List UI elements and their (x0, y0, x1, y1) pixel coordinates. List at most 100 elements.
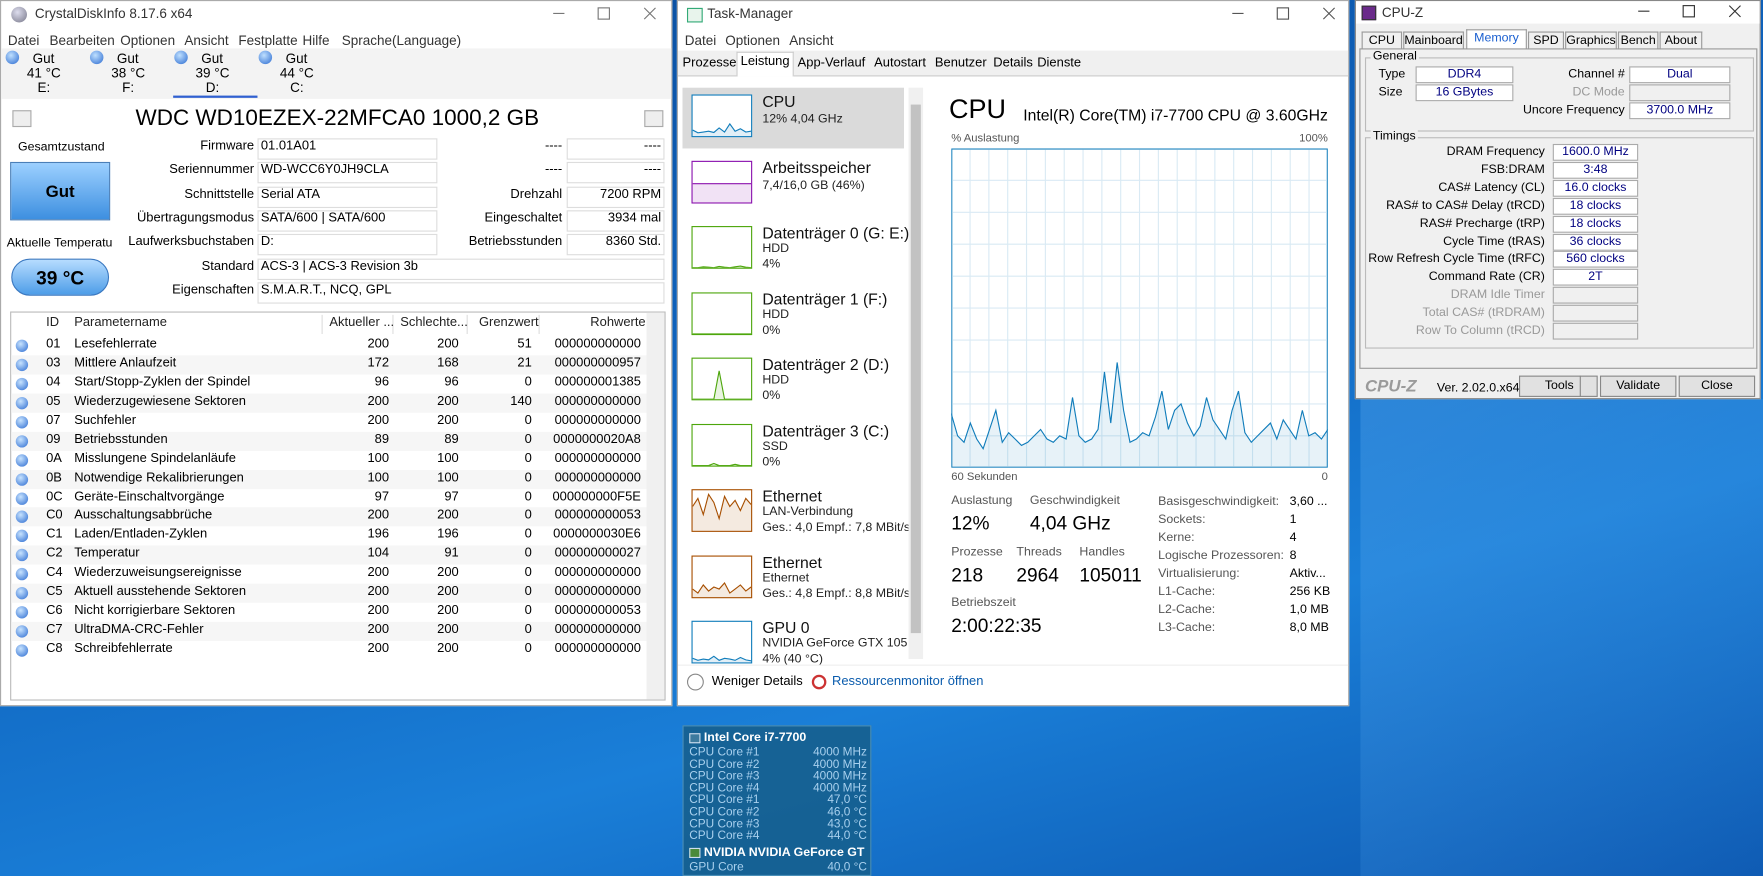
item-name[interactable]: Ethernet (762, 486, 822, 505)
attribute-value: 0 (524, 527, 532, 542)
tab-label[interactable]: Autostart (874, 56, 926, 70)
column-header[interactable]: ID (46, 315, 60, 330)
close-button[interactable] (1322, 7, 1336, 20)
column-header[interactable]: Aktueller ... (329, 315, 395, 330)
tab-label[interactable]: Mainboard (1404, 33, 1463, 48)
item-name[interactable]: CPU (762, 92, 796, 111)
item-name[interactable]: Datenträger 2 (D:) (762, 355, 890, 374)
menu-item[interactable]: Sprache(Language) (341, 32, 462, 49)
drive-letter: D: (205, 79, 220, 96)
resource-monitor-link[interactable]: Ressourcenmonitor öffnen (832, 674, 984, 689)
column-header[interactable]: Grenzwert (478, 315, 539, 330)
menu-item[interactable]: Optionen (725, 32, 780, 49)
sidebar-graph (691, 423, 753, 467)
health-badge: Gut (10, 161, 111, 221)
sparkline-line (692, 655, 752, 662)
tab[interactable]: Bench (1617, 31, 1659, 50)
menu-item[interactable]: Optionen (120, 32, 176, 49)
tab-label[interactable]: Leistung (740, 55, 790, 69)
tab-label[interactable]: Prozesse (682, 56, 737, 70)
sidebar-item[interactable]: Ethernet Ethernet Ges.: 4,8 Empf.: 8,8 MBi… (682, 548, 910, 609)
sidebar-item[interactable]: GPU 0 NVIDIA GeForce GTX 105... 4% (40 °C) (682, 614, 918, 675)
tab[interactable]: App-Verlauf (795, 54, 870, 75)
drive-status[interactable]: Gut (116, 50, 139, 67)
scrollbar-thumb[interactable] (910, 104, 921, 634)
button[interactable]: Tools (1519, 375, 1598, 397)
item-name[interactable]: Datenträger 0 (G: E:) (762, 223, 910, 242)
tab-label[interactable]: Dienste (1037, 56, 1082, 70)
tab[interactable]: About (1659, 31, 1703, 50)
tab-label[interactable]: App-Verlauf (797, 56, 866, 70)
fewer-details-icon[interactable] (686, 673, 704, 691)
tab[interactable]: Dienste (1037, 54, 1084, 75)
detail-value: 1,0 MB (1289, 602, 1329, 617)
tab-label[interactable]: SPD (1533, 33, 1559, 48)
sidebar-item[interactable]: Datenträger 0 (G: E:) HDD 4% (682, 219, 909, 280)
column-header[interactable]: Parametername (74, 315, 167, 330)
tab[interactable]: Memory (1466, 29, 1527, 50)
app-icon (686, 7, 703, 23)
close-button[interactable] (643, 7, 656, 20)
tab[interactable]: Prozesse (682, 54, 738, 75)
sidebar-graph (691, 160, 753, 203)
status-icon (15, 549, 29, 562)
maximize-button[interactable] (1276, 7, 1290, 20)
menu-item[interactable]: Ansicht (184, 32, 229, 49)
menu-item[interactable]: Bearbeiten (49, 32, 115, 49)
field-box (257, 282, 665, 304)
tab[interactable]: Autostart (871, 54, 931, 75)
drive-status[interactable]: Gut (285, 50, 308, 67)
tab-label[interactable]: Bench (1620, 33, 1656, 48)
row-background (11, 507, 647, 527)
tab[interactable]: Details (993, 54, 1036, 75)
dropdown-arrow[interactable] (1579, 375, 1598, 397)
item-name[interactable]: Arbeitsspeicher (762, 157, 871, 176)
prev-drive-button[interactable] (12, 110, 32, 128)
tab-label[interactable]: CPU (1368, 33, 1395, 48)
next-drive-button[interactable] (644, 110, 664, 128)
sidebar-item[interactable]: Datenträger 3 (C:) SSD 0% (682, 417, 903, 478)
item-name[interactable]: Datenträger 3 (C:) (762, 421, 890, 440)
tab[interactable]: SPD (1528, 31, 1564, 50)
sensor-label: CPU Core #1 (689, 745, 760, 760)
drive-status[interactable]: Gut (32, 50, 55, 67)
field-label: DRAM Idle Timer (1450, 288, 1545, 302)
tab-label[interactable]: About (1664, 33, 1698, 48)
close-button[interactable] (1728, 5, 1741, 18)
drive-icon (5, 50, 20, 65)
sidebar-item[interactable]: CPU 12% 4,04 GHz (682, 87, 904, 149)
sidebar-item[interactable]: Arbeitsspeicher 7,4/16,0 GB (46%) (682, 153, 903, 214)
drive-status[interactable]: Gut (201, 50, 224, 67)
tab-label[interactable]: Details (993, 56, 1033, 70)
fewer-details-link[interactable]: Weniger Details (711, 674, 803, 689)
menu-item[interactable]: Hilfe (302, 32, 330, 49)
tab-label[interactable]: Graphics (1566, 33, 1616, 48)
button[interactable]: Close (1678, 375, 1756, 397)
tab-label[interactable]: Benutzer (934, 56, 987, 70)
sidebar-item[interactable]: Ethernet LAN-Verbindung Ges.: 4,0 Empf.: 7… (682, 482, 910, 543)
status-icon (15, 587, 29, 600)
sidebar-item[interactable]: Datenträger 1 (F:) HDD 0% (682, 285, 903, 346)
column-header[interactable]: Rohwerte (590, 315, 646, 330)
column-header[interactable]: Schlechte... (400, 315, 468, 330)
button[interactable]: Validate (1599, 375, 1677, 397)
menu-item[interactable]: Ansicht (789, 32, 834, 49)
item-name[interactable]: Datenträger 1 (F:) (762, 289, 888, 308)
tab[interactable]: Benutzer (932, 54, 992, 75)
menu-item[interactable]: Festplatte (238, 32, 298, 49)
item-name[interactable]: Ethernet (762, 552, 822, 571)
menu-item[interactable]: Datei (7, 32, 40, 49)
tab[interactable]: Leistung (736, 51, 794, 77)
resource-monitor-icon[interactable] (811, 674, 827, 690)
status-icon (15, 491, 29, 505)
attribute-value: 0 (524, 508, 532, 523)
tab[interactable]: Graphics (1565, 31, 1617, 50)
menu-item[interactable]: Datei (684, 32, 717, 49)
sidebar-item[interactable]: Datenträger 2 (D:) HDD 0% (682, 351, 903, 412)
maximize-button[interactable] (1682, 5, 1695, 18)
item-name[interactable]: GPU 0 (762, 618, 810, 637)
tab[interactable]: Mainboard (1403, 31, 1464, 50)
tab-label[interactable]: Memory (1474, 31, 1519, 45)
maximize-button[interactable] (597, 7, 610, 20)
tab[interactable]: CPU (1361, 31, 1403, 50)
